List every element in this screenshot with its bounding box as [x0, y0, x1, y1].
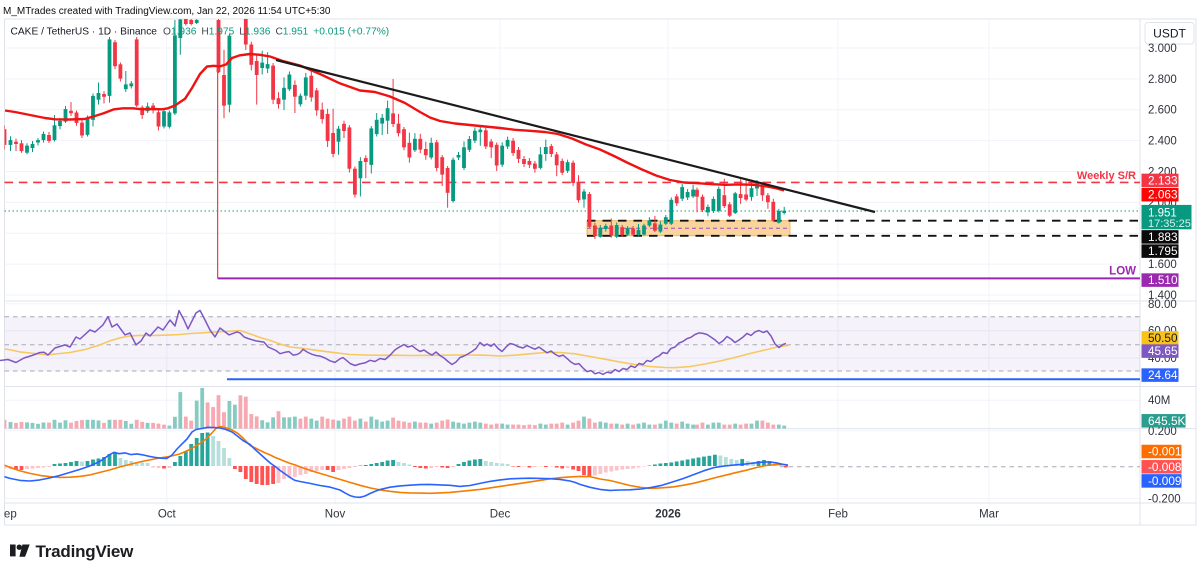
svg-text:3.000: 3.000	[1148, 43, 1177, 55]
svg-text:1.795: 1.795	[1148, 244, 1178, 258]
svg-text:Oct: Oct	[158, 509, 177, 521]
svg-text:24.64: 24.64	[1148, 368, 1178, 382]
svg-text:1.600: 1.600	[1148, 259, 1177, 271]
svg-text:645.5K: 645.5K	[1148, 414, 1186, 428]
svg-text:Feb: Feb	[828, 509, 848, 521]
svg-text:17:35:25: 17:35:25	[1148, 218, 1191, 230]
svg-text:Dec: Dec	[490, 509, 511, 521]
svg-text:50.50: 50.50	[1148, 331, 1178, 345]
svg-text:Sep: Sep	[0, 509, 17, 521]
svg-text:2.133: 2.133	[1148, 173, 1178, 187]
svg-text:45.65: 45.65	[1148, 344, 1178, 358]
svg-text:Weekly S/R: Weekly S/R	[1077, 170, 1136, 182]
svg-text:-0.008: -0.008	[1148, 460, 1182, 474]
svg-text:TradingView: TradingView	[36, 542, 135, 561]
svg-text:Nov: Nov	[325, 509, 346, 521]
svg-text:USDT: USDT	[1153, 27, 1186, 41]
svg-text:1.510: 1.510	[1148, 273, 1178, 287]
svg-text:LOW: LOW	[1109, 266, 1136, 278]
svg-text:40M: 40M	[1148, 395, 1170, 407]
svg-text:CAKE / TetherUS · 1D · Binance: CAKE / TetherUS · 1D · Binance O1.936 H1.9…	[11, 27, 390, 38]
svg-text:M_MTrades created with Trading: M_MTrades created with TradingView.com, …	[3, 6, 331, 17]
svg-text:-0.001: -0.001	[1148, 445, 1181, 459]
svg-text:2026: 2026	[655, 509, 681, 521]
svg-text:-0.009: -0.009	[1148, 474, 1181, 488]
svg-text:Mar: Mar	[979, 509, 999, 521]
svg-text:80.00: 80.00	[1148, 299, 1177, 311]
svg-text:2.400: 2.400	[1148, 136, 1177, 148]
svg-text:-0.200: -0.200	[1148, 494, 1181, 506]
svg-text:1.951: 1.951	[1148, 208, 1177, 220]
svg-text:1.883: 1.883	[1148, 230, 1178, 244]
svg-text:2.600: 2.600	[1148, 105, 1177, 117]
svg-text:0.200: 0.200	[1148, 426, 1177, 438]
svg-text:2.800: 2.800	[1148, 74, 1177, 86]
svg-text:1.400: 1.400	[1148, 290, 1177, 302]
svg-text:2.063: 2.063	[1148, 188, 1178, 202]
